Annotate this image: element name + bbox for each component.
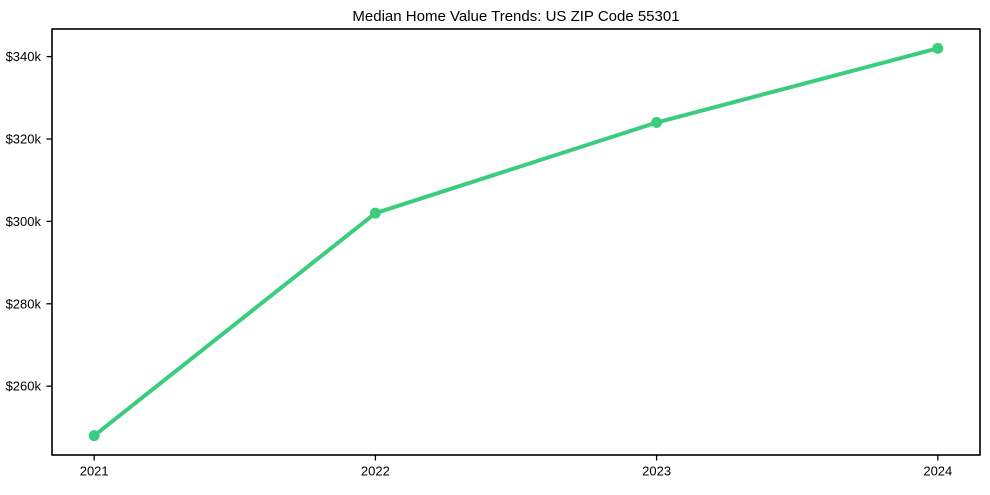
- x-tick-label: 2023: [642, 464, 671, 479]
- data-point: [932, 42, 944, 54]
- y-tick-label: $260k: [6, 379, 42, 394]
- plot-border: [51, 28, 981, 456]
- x-tick-label: 2021: [80, 464, 109, 479]
- line-series: [88, 42, 944, 442]
- y-tick-label: $280k: [6, 296, 42, 311]
- y-tick-label: $300k: [6, 214, 42, 229]
- data-point: [88, 430, 100, 442]
- data-point: [369, 207, 381, 219]
- x-tick-label: 2022: [361, 464, 390, 479]
- chart-title: Median Home Value Trends: US ZIP Code 55…: [352, 8, 679, 25]
- x-axis: 2021 2022 2023 2024: [80, 455, 952, 479]
- y-tick-label: $320k: [6, 132, 42, 147]
- y-tick-label: $340k: [6, 49, 42, 64]
- y-axis: $260k $280k $300k $320k $340k: [6, 49, 52, 394]
- x-tick-label: 2024: [923, 464, 952, 479]
- data-point: [651, 117, 663, 129]
- trend-line: [92, 46, 940, 438]
